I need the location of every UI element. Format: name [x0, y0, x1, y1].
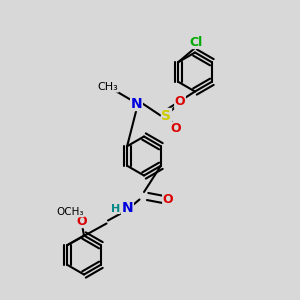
Text: H: H: [111, 203, 120, 214]
Text: O: O: [163, 193, 173, 206]
Text: CH₃: CH₃: [98, 82, 118, 92]
Text: O: O: [76, 214, 87, 228]
Text: OCH₃: OCH₃: [57, 207, 84, 217]
Text: N: N: [122, 202, 133, 215]
Text: O: O: [175, 95, 185, 109]
Text: N: N: [131, 97, 142, 110]
Text: Cl: Cl: [190, 35, 203, 49]
Text: S: S: [161, 109, 172, 122]
Text: O: O: [170, 122, 181, 136]
